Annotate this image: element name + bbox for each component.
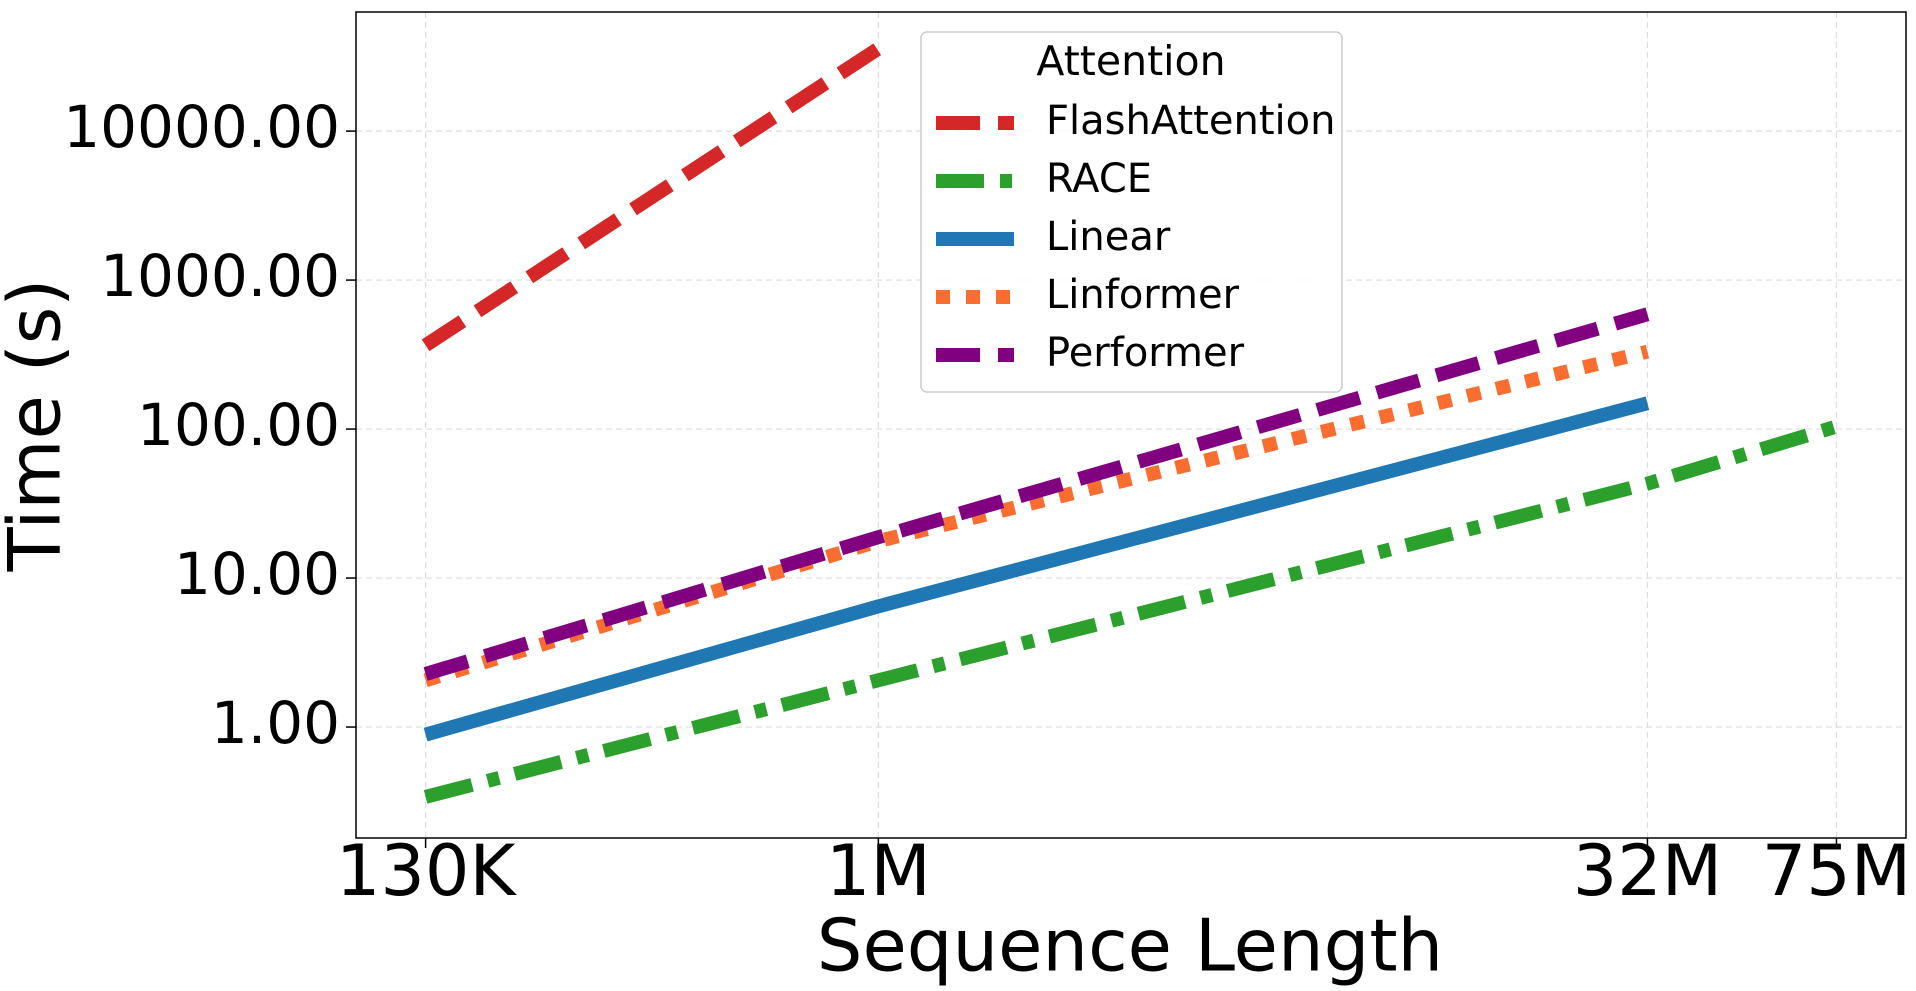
- x-tick-label: 130K: [336, 830, 518, 912]
- legend-label: Linformer: [1046, 272, 1240, 318]
- series-line: [423, 344, 1650, 687]
- y-tick-label: 1000.00: [100, 242, 340, 310]
- legend-label: Performer: [1046, 330, 1245, 376]
- series-line: [423, 307, 1650, 681]
- y-tick-label: 1.00: [211, 689, 340, 757]
- x-tick-label: 32M: [1573, 830, 1722, 912]
- legend-title: Attention: [1036, 37, 1225, 85]
- legend-label: Linear: [1046, 214, 1171, 260]
- plot-frame: [355, 11, 1907, 839]
- y-axis-label: Time (s): [0, 279, 77, 573]
- x-tick-label: 75M: [1762, 830, 1911, 912]
- y-tick-label: 10.00: [174, 540, 340, 608]
- series-line: [421, 42, 883, 352]
- y-tick-label: 100.00: [137, 391, 340, 459]
- legend-label: FlashAttention: [1046, 98, 1335, 144]
- legend: Attention FlashAttention RACE Linear Linform…: [920, 31, 1343, 393]
- x-axis-label: Sequence Length: [817, 904, 1443, 988]
- legend-label: RACE: [1046, 156, 1152, 202]
- legend-box: [920, 31, 1343, 393]
- series-line: [423, 419, 1839, 804]
- x-tick-label: 1M: [826, 830, 931, 912]
- series-line: [423, 396, 1650, 742]
- y-tick-label: 10000.00: [63, 93, 340, 161]
